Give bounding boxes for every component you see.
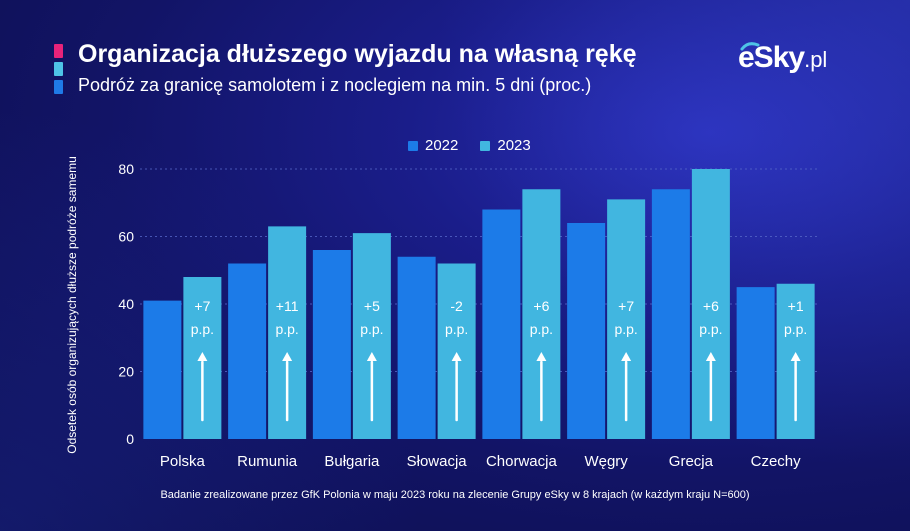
footer-note: Badanie zrealizowane przez GfK Polonia w… (160, 489, 750, 501)
legend: 2022 2023 (408, 137, 553, 154)
arrow-head-icon (621, 352, 632, 361)
y-tick-label: 20 (118, 364, 134, 380)
legend-item-2023: 2023 (480, 137, 531, 154)
change-label: +7 (618, 298, 634, 314)
y-tick-label: 40 (118, 296, 134, 312)
change-unit-label: p.p. (784, 321, 807, 337)
logo-brand: eSky (738, 41, 805, 74)
accent-bar-cyan (54, 62, 63, 76)
legend-label-2023: 2023 (497, 137, 531, 154)
bar-2022 (397, 256, 436, 439)
chart-title: Organizacja dłuższego wyjazdu na własną … (78, 40, 637, 68)
legend-swatch-2022 (408, 140, 418, 151)
bar-2022 (143, 300, 182, 439)
legend-swatch-2023 (480, 140, 491, 151)
esky-logo: eSky.pl (738, 41, 868, 77)
y-tick-label: 80 (118, 161, 134, 177)
change-unit-label: p.p. (699, 321, 722, 337)
change-unit-label: p.p. (191, 321, 214, 337)
change-label: +1 (788, 298, 804, 314)
arrow-head-icon (366, 352, 377, 361)
arrow-head-icon (705, 352, 716, 361)
x-tick-label: Węgry (584, 453, 628, 470)
change-label: +6 (703, 298, 719, 314)
arrow-head-icon (536, 352, 547, 361)
change-unit-label: p.p. (360, 321, 383, 337)
x-tick-label: Chorwacja (486, 453, 558, 470)
change-label: +5 (364, 298, 380, 314)
accent-bars (54, 44, 63, 98)
arrow-head-icon (197, 352, 208, 361)
change-unit-label: p.p. (445, 321, 468, 337)
legend-item-2022: 2022 (408, 137, 458, 154)
accent-bar-pink (54, 44, 63, 58)
bar-2022 (567, 223, 606, 439)
accent-bar-blue (54, 80, 63, 94)
bar-2022 (482, 209, 521, 439)
bar-2022 (651, 189, 690, 439)
change-label: +6 (533, 298, 549, 314)
arrow-head-icon (790, 352, 801, 361)
bar-2022 (736, 287, 775, 439)
change-label: +7 (194, 298, 210, 314)
arrow-head-icon (282, 352, 293, 361)
change-unit-label: p.p. (275, 321, 298, 337)
legend-label-2022: 2022 (425, 137, 459, 154)
y-tick-label: 0 (126, 431, 134, 447)
change-unit-label: p.p. (530, 321, 553, 337)
logo-suffix: .pl (804, 47, 828, 72)
chart-subtitle: Podróż za granicę samolotem i z noclegie… (78, 75, 592, 95)
x-tick-label: Bułgaria (324, 453, 380, 470)
logo-swoosh-icon (740, 42, 760, 51)
change-label: +11 (276, 298, 299, 314)
change-label: -2 (450, 298, 463, 314)
bar-2022 (228, 263, 267, 439)
x-tick-label: Słowacja (407, 453, 468, 470)
bar-2022 (312, 250, 351, 439)
x-tick-label: Polska (160, 453, 206, 470)
change-unit-label: p.p. (614, 321, 637, 337)
x-tick-label: Rumunia (237, 453, 298, 470)
x-tick-label: Grecja (669, 453, 714, 470)
x-tick-label: Czechy (751, 453, 802, 470)
y-tick-label: 60 (118, 229, 134, 245)
arrow-head-icon (451, 352, 462, 361)
logo-text: eSky.pl (738, 41, 827, 75)
